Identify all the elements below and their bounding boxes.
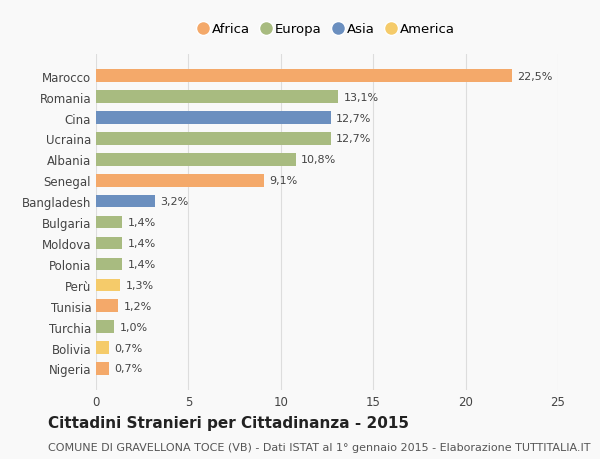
Bar — [96, 363, 109, 375]
Bar — [96, 237, 122, 250]
Bar — [96, 279, 120, 291]
Text: 1,4%: 1,4% — [127, 239, 155, 248]
Bar — [96, 321, 115, 333]
Text: 1,4%: 1,4% — [127, 259, 155, 269]
Text: 1,4%: 1,4% — [127, 218, 155, 228]
Bar — [96, 300, 118, 312]
Bar — [96, 341, 109, 354]
Bar — [96, 112, 331, 124]
Text: 13,1%: 13,1% — [344, 92, 379, 102]
Bar — [96, 70, 512, 83]
Text: 12,7%: 12,7% — [336, 113, 371, 123]
Bar — [96, 216, 122, 229]
Bar — [96, 133, 331, 146]
Text: 12,7%: 12,7% — [336, 134, 371, 144]
Legend: Africa, Europa, Asia, America: Africa, Europa, Asia, America — [194, 18, 460, 42]
Bar — [96, 196, 155, 208]
Bar — [96, 91, 338, 104]
Text: 1,2%: 1,2% — [124, 301, 152, 311]
Bar — [96, 154, 296, 166]
Text: 9,1%: 9,1% — [270, 176, 298, 186]
Text: 22,5%: 22,5% — [517, 72, 553, 82]
Text: 0,7%: 0,7% — [115, 343, 143, 353]
Text: COMUNE DI GRAVELLONA TOCE (VB) - Dati ISTAT al 1° gennaio 2015 - Elaborazione TU: COMUNE DI GRAVELLONA TOCE (VB) - Dati IS… — [48, 442, 590, 452]
Text: 10,8%: 10,8% — [301, 155, 337, 165]
Text: 1,3%: 1,3% — [125, 280, 154, 290]
Bar — [96, 174, 264, 187]
Bar — [96, 258, 122, 271]
Text: 0,7%: 0,7% — [115, 364, 143, 374]
Text: 1,0%: 1,0% — [120, 322, 148, 332]
Text: 3,2%: 3,2% — [161, 197, 189, 207]
Text: Cittadini Stranieri per Cittadinanza - 2015: Cittadini Stranieri per Cittadinanza - 2… — [48, 415, 409, 430]
